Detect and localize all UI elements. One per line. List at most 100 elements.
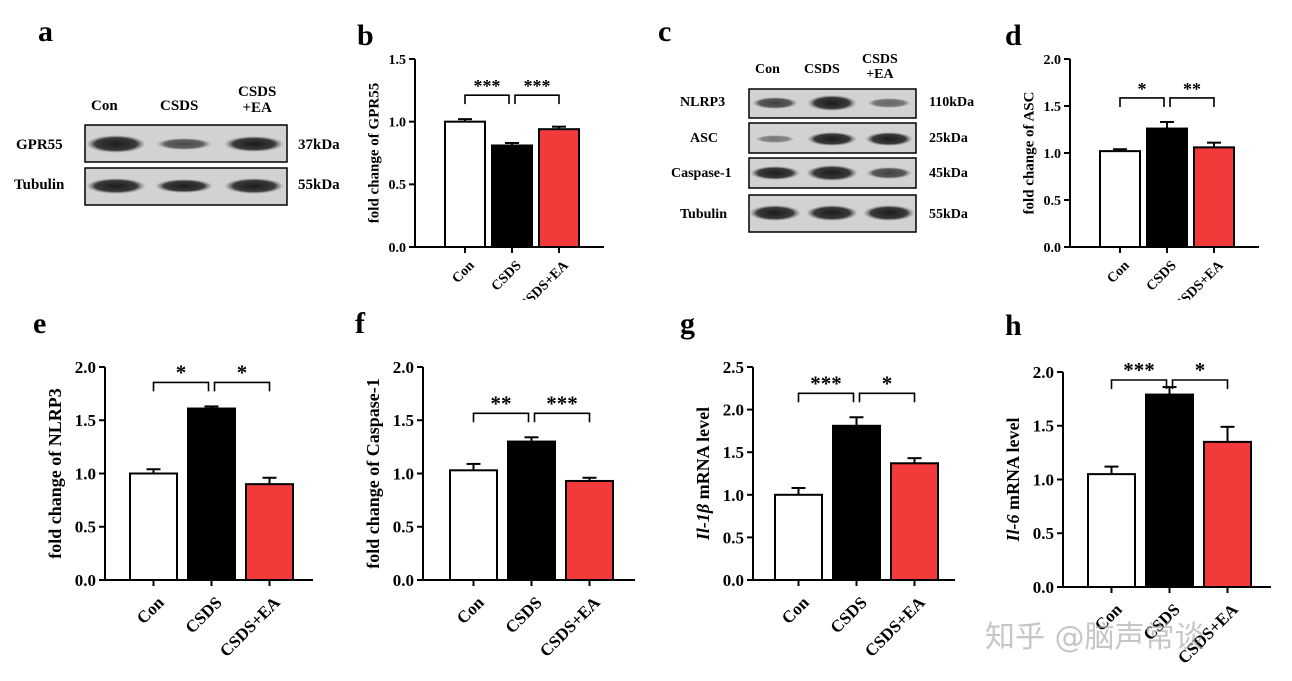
blot-a-lane-csds-ea: CSDS +EA bbox=[238, 84, 277, 116]
significance-label: * bbox=[882, 371, 893, 395]
significance-label: * bbox=[176, 360, 187, 384]
bar-csds bbox=[1146, 127, 1188, 248]
blot-c-lane-csds-ea: CSDS +EA bbox=[862, 52, 898, 82]
bar-csds-ea bbox=[1193, 146, 1235, 248]
x-category-label: CSDS+EA bbox=[516, 258, 572, 300]
y-tick-label: 1.5 bbox=[393, 411, 414, 430]
blot-a-row-label-gpr55: GPR55 bbox=[16, 137, 63, 153]
significance-label: *** bbox=[524, 76, 551, 96]
y-tick-label: 0.0 bbox=[723, 571, 744, 590]
bar-chart-gpr55: b 0.0 0.5 1.0 1.5 fold change of GPR55 Con CSDS… bbox=[357, 19, 604, 300]
x-category-label: Con bbox=[133, 593, 168, 628]
blot-c-row-label-caspase-1: Caspase-1 bbox=[671, 166, 732, 181]
y-tick-label: 0.5 bbox=[75, 518, 96, 537]
blot-c-kda-caspase-1: 45kDa bbox=[929, 166, 968, 181]
panel-letter-c: c bbox=[658, 15, 672, 48]
panel-letter-e: e bbox=[33, 307, 46, 340]
bar-csds-ea bbox=[245, 483, 294, 581]
significance-bracket bbox=[464, 94, 510, 105]
y-tick-label: 0.0 bbox=[75, 571, 96, 590]
blot-a-lane-csds: CSDS bbox=[160, 98, 199, 114]
bar-csds-ea bbox=[1203, 440, 1252, 588]
y-tick-label: 0.5 bbox=[723, 528, 744, 547]
y-tick-label: 1.5 bbox=[723, 443, 744, 462]
panel-letter-b: b bbox=[357, 19, 374, 52]
bar-csds bbox=[1145, 393, 1194, 588]
significance-label: *** bbox=[546, 391, 578, 415]
bar-csds bbox=[507, 440, 556, 581]
bar-csds-ea bbox=[890, 462, 939, 581]
y-tick-label: 1.5 bbox=[1033, 417, 1054, 436]
x-category-label: CSDS bbox=[502, 593, 546, 637]
western-blot-c bbox=[748, 88, 917, 233]
y-tick-label: 1.0 bbox=[1044, 147, 1062, 162]
blot-c-row-label-asc: ASC bbox=[690, 131, 719, 146]
western-blot-a bbox=[84, 124, 288, 206]
blot-c-row-label-tubulin: Tubulin bbox=[680, 207, 727, 222]
bar-chart-il-1b-mrna: g 0.0 0.5 1.0 1.5 2.0 2.5 Il-1β mRNA level Con CS… bbox=[680, 307, 955, 661]
y-axis-label: Il-1β mRNA level bbox=[693, 407, 713, 541]
bar-chart-asc: d 0.0 0.5 1.0 1.5 2.0 fold change of ASC Con CSD… bbox=[1005, 19, 1259, 300]
significance-bracket bbox=[1119, 97, 1165, 107]
panel-letter-h: h bbox=[1005, 309, 1022, 342]
blot-c-kda-asc: 25kDa bbox=[929, 131, 968, 146]
y-axis-label: fold change of GPR55 bbox=[367, 83, 383, 223]
significance-bracket bbox=[514, 94, 560, 105]
bar-csds bbox=[187, 407, 236, 581]
y-axis-label: Il-6 mRNA level bbox=[1003, 418, 1023, 543]
blot-a-lane-con: Con bbox=[91, 98, 118, 114]
bar-csds-ea bbox=[538, 128, 580, 248]
significance-label: *** bbox=[810, 371, 842, 395]
panel-letter-d: d bbox=[1005, 19, 1022, 52]
x-category-label: CSDS+EA bbox=[536, 592, 604, 660]
bar-con bbox=[129, 472, 178, 581]
significance-label: ** bbox=[1183, 79, 1201, 99]
y-tick-label: 0.0 bbox=[1044, 241, 1062, 256]
x-category-label: CSDS bbox=[182, 593, 226, 637]
y-tick-label: 1.0 bbox=[1033, 470, 1054, 489]
significance-bracket bbox=[1169, 97, 1215, 107]
x-category-label: CSDS bbox=[1144, 258, 1180, 294]
significance-bracket bbox=[533, 412, 591, 423]
y-tick-label: 0.5 bbox=[1033, 524, 1054, 543]
bar-con bbox=[449, 469, 498, 581]
x-category-label: Con bbox=[778, 593, 813, 628]
y-tick-label: 1.5 bbox=[1044, 100, 1062, 115]
significance-bracket bbox=[152, 381, 210, 392]
significance-bracket bbox=[213, 381, 271, 392]
x-category-label: CSDS+EA bbox=[216, 592, 284, 660]
significance-label: ** bbox=[491, 391, 512, 415]
y-axis-label: fold change of ASC bbox=[1022, 92, 1038, 215]
bar-csds bbox=[491, 144, 533, 248]
y-tick-label: 2.0 bbox=[723, 401, 744, 420]
x-category-label: Con bbox=[1105, 258, 1133, 286]
blot-a-kda-tubulin: 55kDa bbox=[298, 177, 340, 193]
y-tick-label: 1.0 bbox=[393, 464, 414, 483]
y-axis-label: fold change of Caspase-1 bbox=[363, 378, 383, 569]
bar-con bbox=[774, 493, 823, 581]
x-category-label: Con bbox=[453, 593, 488, 628]
y-tick-label: 1.0 bbox=[723, 486, 744, 505]
y-tick-label: 2.0 bbox=[393, 358, 414, 377]
significance-bracket bbox=[858, 392, 916, 403]
significance-label: *** bbox=[1123, 358, 1155, 382]
y-tick-label: 1.5 bbox=[75, 411, 96, 430]
blot-a-row-label-tubulin: Tubulin bbox=[14, 177, 65, 193]
x-category-label: Con bbox=[450, 258, 478, 286]
y-tick-label: 0.0 bbox=[389, 241, 407, 256]
bar-chart-caspase-1: f 0.0 0.5 1.0 1.5 2.0 fold change of Caspase-1… bbox=[355, 307, 635, 661]
bar-csds bbox=[832, 424, 881, 582]
bar-chart-nlrp3: e 0.0 0.5 1.0 1.5 2.0 fold change of NLRP3 Con C… bbox=[33, 307, 313, 661]
y-axis-label: fold change of NLRP3 bbox=[45, 388, 65, 559]
y-tick-label: 1.0 bbox=[75, 464, 96, 483]
bar-con bbox=[1087, 473, 1136, 588]
significance-bracket bbox=[797, 392, 855, 403]
significance-label: *** bbox=[474, 76, 501, 96]
significance-label: * bbox=[1195, 358, 1206, 382]
significance-label: * bbox=[237, 360, 248, 384]
bar-csds-ea bbox=[565, 479, 614, 581]
x-category-label: CSDS bbox=[489, 258, 525, 294]
x-category-label: CSDS+EA bbox=[1171, 258, 1227, 300]
bar-con bbox=[444, 120, 486, 248]
